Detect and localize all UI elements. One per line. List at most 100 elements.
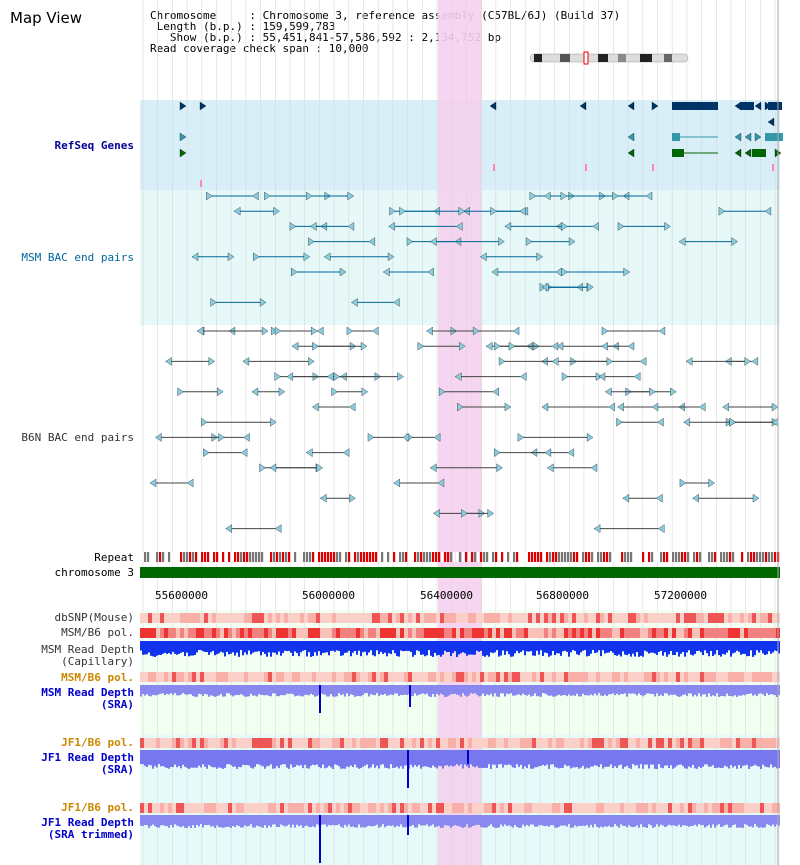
depth-bar: [196, 685, 198, 697]
heat-cell: [700, 738, 704, 748]
msm-pol-sra-label: MSM/B6 pol.: [61, 671, 134, 684]
depth-bar: [364, 750, 366, 766]
heat-cell: [668, 613, 672, 623]
repeat-mark: [318, 552, 321, 562]
heat-cell: [200, 738, 204, 748]
heat-cell: [500, 803, 504, 813]
depth-bar: [612, 750, 614, 768]
depth-bar: [338, 685, 340, 694]
depth-bar: [498, 641, 500, 657]
b6n-bac-label[interactable]: B6N BAC end pairs: [21, 431, 134, 444]
chromosome-ideogram[interactable]: [529, 51, 689, 65]
bac-end-marker: [383, 267, 390, 277]
depth-bar: [686, 641, 688, 653]
heat-cell: [172, 738, 176, 748]
heat-cell: [156, 672, 160, 682]
depth-bar: [232, 750, 234, 767]
heat-cell: [284, 613, 288, 623]
msm-bac-pairs[interactable]: [191, 191, 772, 307]
depth-bar: [580, 815, 582, 827]
heat-cell: [144, 628, 148, 638]
depth-bar: [670, 641, 672, 652]
bac-end-marker: [722, 402, 729, 412]
heat-cell: [392, 672, 396, 682]
msm-depth-sra-sub: (SRA): [101, 698, 134, 711]
repeat-mark: [723, 552, 726, 562]
heat-cell: [396, 613, 400, 623]
heat-cell: [308, 613, 312, 623]
heat-cell: [268, 613, 272, 623]
depth-bar: [424, 750, 426, 767]
bac-end-marker: [480, 252, 487, 262]
depth-bar: [200, 685, 202, 695]
depth-bar: [766, 815, 768, 825]
depth-bar: [152, 815, 154, 825]
depth-bar: [738, 685, 740, 696]
depth-bar: [668, 815, 670, 825]
ideogram-marker[interactable]: [583, 51, 589, 65]
depth-bar: [664, 750, 666, 766]
bac-end-marker: [598, 372, 606, 381]
depth-bar: [500, 815, 502, 825]
jf1-pol-trim-label: JF1/B6 pol.: [61, 801, 134, 814]
depth-bar: [536, 685, 538, 697]
heat-cell: [608, 738, 612, 748]
bac-end-marker: [274, 326, 282, 336]
heat-cell: [544, 803, 548, 813]
depth-bar: [702, 685, 704, 695]
depth-bar: [632, 641, 634, 654]
depth-bar: [346, 685, 348, 694]
depth-bar: [426, 750, 428, 767]
depth-bar: [272, 685, 274, 694]
heat-cell: [336, 738, 340, 748]
heat-cell: [728, 803, 732, 813]
depth-bar: [520, 750, 522, 765]
depth-bar: [186, 641, 188, 653]
depth-bar: [704, 685, 706, 695]
heat-cell: [380, 628, 384, 638]
depth-bar: [506, 815, 508, 826]
info-length: Length (b.p.) : 159,599,783: [150, 20, 336, 33]
depth-bar: [152, 750, 154, 769]
heat-cell: [316, 803, 320, 813]
depth-bar: [164, 750, 166, 768]
depth-bar: [528, 641, 530, 652]
depth-bar: [612, 815, 614, 827]
depth-bar: [548, 685, 550, 696]
bac-end-marker: [360, 341, 368, 351]
bac-end-marker: [165, 357, 172, 366]
depth-bar: [630, 641, 632, 657]
depth-bar: [668, 641, 670, 655]
depth-bar: [264, 685, 266, 696]
heat-cell: [560, 738, 564, 748]
b6n-bac-pairs[interactable]: [149, 326, 779, 533]
bac-end-marker: [225, 524, 232, 533]
depth-bar: [678, 641, 680, 657]
gene-tick: [585, 164, 587, 171]
depth-bar: [698, 815, 700, 825]
depth-bar: [626, 685, 628, 697]
msm-bac-label[interactable]: MSM BAC end pairs: [21, 251, 134, 264]
depth-bar: [168, 815, 170, 828]
heat-cell: [200, 613, 204, 623]
depth-bar: [722, 750, 724, 768]
depth-bar: [718, 641, 720, 656]
depth-bar: [386, 750, 388, 768]
heat-cell: [368, 613, 372, 623]
depth-bar: [280, 641, 282, 656]
depth-bar: [548, 641, 550, 657]
depth-bar: [724, 641, 726, 655]
heat-cell: [752, 613, 756, 623]
depth-bar: [622, 685, 624, 695]
depth-bar: [304, 641, 306, 651]
refseq-genes[interactable]: [179, 101, 783, 187]
depth-bar: [672, 641, 674, 656]
heat-cell: [192, 628, 196, 638]
refseq-label[interactable]: RefSeq Genes: [55, 139, 134, 152]
depth-bar: [378, 815, 380, 828]
heat-cell: [248, 672, 252, 682]
heat-cell: [568, 672, 572, 682]
highlight-region[interactable]: [438, 0, 482, 865]
depth-bar: [300, 815, 302, 826]
